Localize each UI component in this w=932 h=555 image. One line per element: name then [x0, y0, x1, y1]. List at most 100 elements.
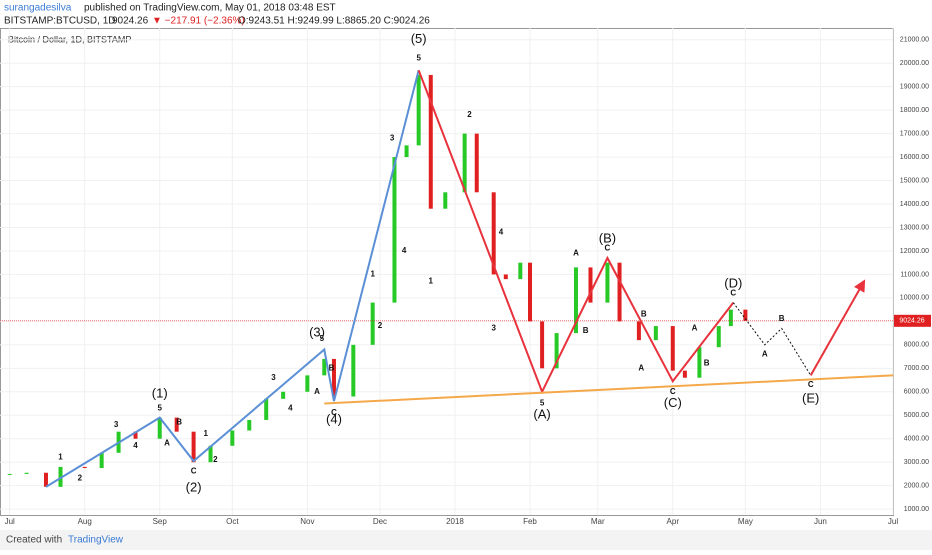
candle — [491, 192, 496, 275]
subwave-label: 5 — [157, 403, 162, 412]
footer — [0, 530, 932, 550]
x-tick-label: Jul — [5, 517, 15, 526]
x-tick-label: Aug — [78, 517, 92, 526]
subwave-label: 5 — [540, 399, 545, 408]
candle — [191, 431, 196, 463]
subwave-label: 5 — [416, 54, 421, 63]
candle — [728, 309, 733, 327]
candle — [305, 375, 310, 392]
wave-line — [45, 69, 420, 488]
subwave-label: 3 — [390, 133, 395, 142]
x-tick-label: Apr — [667, 517, 680, 526]
x-tick-label: Jul — [888, 517, 898, 526]
subwave-label: B — [779, 314, 785, 323]
candle — [82, 466, 87, 469]
candle — [99, 452, 104, 469]
x-tick-label: Mar — [591, 517, 605, 526]
candle — [518, 262, 523, 280]
footer-created: Created with — [6, 535, 62, 546]
subwave-label: C — [808, 380, 814, 389]
footer-brand[interactable]: TradingView — [68, 535, 124, 546]
subwave-label: A — [573, 248, 579, 257]
subwave-label: B — [704, 359, 710, 368]
candle — [540, 321, 545, 369]
candle — [588, 267, 593, 303]
last-price-box — [894, 314, 931, 327]
published: published on TradingView.com, May 01, 20… — [84, 3, 336, 14]
candle — [605, 262, 610, 303]
y-tick-label: 17000.00 — [900, 130, 929, 137]
subwave-label: 4 — [499, 227, 504, 236]
y-tick-label: 18000.00 — [900, 107, 929, 114]
y-tick-label: 1000.00 — [904, 506, 929, 513]
subwave-label: A — [314, 387, 320, 396]
subwave-label: A — [692, 324, 698, 333]
subwave-label: 1 — [370, 270, 375, 279]
candle — [281, 391, 286, 399]
y-tick-label: 20000.00 — [900, 60, 929, 67]
candle — [617, 262, 622, 322]
subwave-label: 4 — [133, 441, 138, 450]
wave-label: (D) — [724, 275, 742, 290]
subwave-label: A — [164, 439, 170, 448]
x-tick-label: 2018 — [446, 517, 464, 526]
subwave-label: 4 — [402, 246, 407, 255]
candle — [636, 321, 641, 341]
candle — [443, 192, 448, 209]
subwave-label: 3 — [491, 324, 496, 333]
candle — [133, 431, 138, 439]
subwave-label: B — [583, 326, 589, 335]
wave-label: (1) — [152, 386, 168, 401]
y-tick-label: 11000.00 — [900, 271, 929, 278]
wave-line — [324, 374, 894, 405]
wave-label: (B) — [599, 231, 616, 246]
wave-line — [732, 302, 812, 376]
subwave-label: A — [762, 349, 768, 358]
wave-label: (C) — [664, 395, 682, 410]
candle — [230, 430, 235, 446]
candle — [208, 445, 213, 463]
candle — [653, 326, 658, 341]
wave-label: (A) — [533, 407, 550, 422]
subwave-label: C — [191, 467, 197, 476]
candle — [527, 262, 532, 322]
x-tick-label: Dec — [373, 517, 387, 526]
wave-label: (E) — [802, 390, 819, 405]
subwave-label: 3 — [271, 373, 276, 382]
candle — [503, 274, 508, 280]
x-tick-label: Feb — [523, 517, 537, 526]
subwave-label: 1 — [429, 277, 434, 286]
candle — [247, 419, 252, 431]
subwave-label: 2 — [378, 321, 383, 330]
y-tick-label: 3000.00 — [904, 459, 929, 466]
subwave-label: 3 — [114, 420, 119, 429]
candle — [370, 302, 375, 345]
wave-label: (2) — [186, 479, 202, 494]
wave-line — [809, 279, 866, 376]
x-tick-label: May — [738, 517, 753, 526]
candle — [474, 133, 479, 193]
subwave-label: A — [638, 363, 644, 372]
wave-label: (5) — [411, 31, 427, 46]
y-tick-label: 21000.00 — [900, 37, 929, 44]
subwave-label: 4 — [288, 403, 293, 412]
subwave-label: B — [176, 417, 182, 426]
wave-line — [417, 69, 735, 395]
y-tick-label: 4000.00 — [904, 436, 929, 443]
author[interactable]: surangadesilva — [4, 3, 72, 14]
y-tick-label: 19000.00 — [900, 84, 929, 91]
y-tick-label: 7000.00 — [904, 365, 929, 372]
subwave-label: B — [329, 363, 335, 372]
y-tick-label: 8000.00 — [904, 342, 929, 349]
x-tick-label: Jun — [814, 517, 827, 526]
y-tick-label: 6000.00 — [904, 389, 929, 396]
y-tick-label: 16000.00 — [900, 154, 929, 161]
candle — [43, 472, 48, 487]
last: 9024.26 — [112, 16, 149, 27]
y-tick-label: 10000.00 — [900, 295, 929, 302]
subwave-label: B — [641, 309, 647, 318]
y-tick-label: 2000.00 — [904, 483, 929, 490]
candle — [682, 370, 687, 378]
